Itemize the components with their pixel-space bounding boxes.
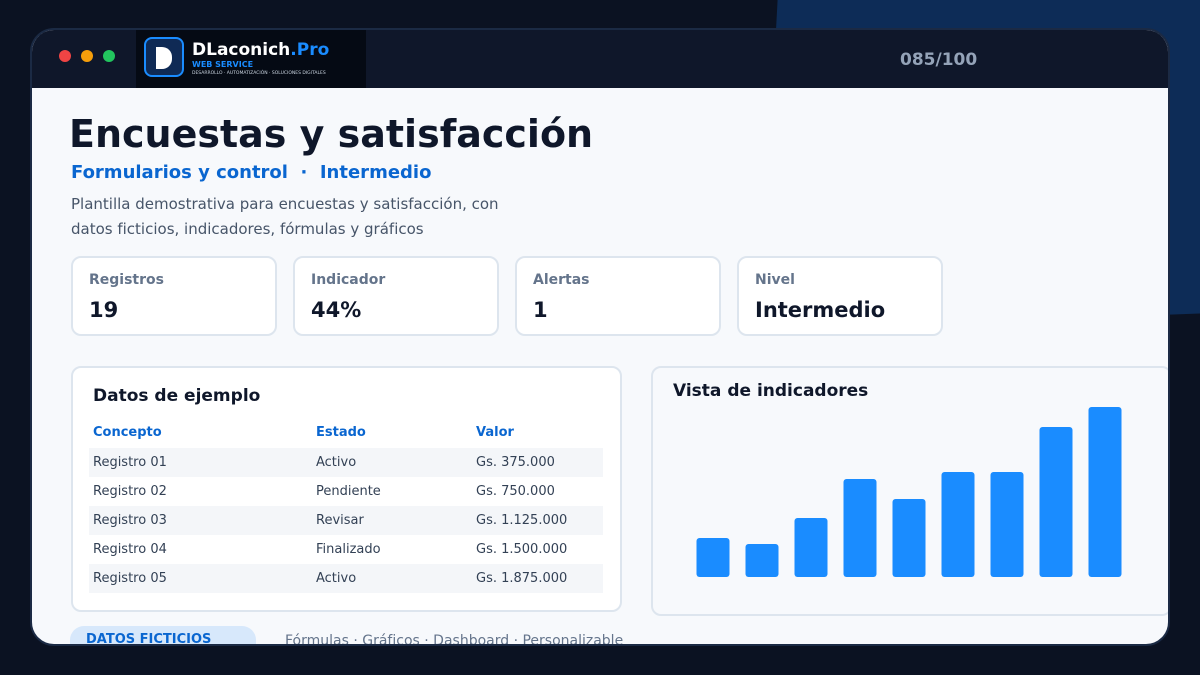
subtitle: Formularios y control · Intermedio (71, 162, 432, 183)
stat-value: Intermedio (755, 298, 886, 322)
bar (745, 544, 779, 577)
table-row: Registro 04 Finalizado Gs. 1.500.000 (89, 535, 603, 564)
bar (843, 479, 877, 577)
table-cell: Registro 01 (93, 455, 167, 470)
bar (892, 499, 926, 577)
data-table: Concepto Estado Valor Registro 01 Activo Gs. … (89, 416, 603, 593)
bar (1088, 407, 1122, 577)
title-bar: DLaconich.Pro WEB SERVICE DESARROLLO · A… (32, 30, 1168, 88)
footer-tags: Fórmulas · Gráficos · Dashboard · Person… (285, 633, 624, 646)
stat-card: Alertas 1 (515, 256, 721, 336)
table-cell: Gs. 1.500.000 (476, 542, 568, 557)
table-cell: Registro 03 (93, 513, 167, 528)
table-cell: Gs. 375.000 (476, 455, 555, 470)
brand: DLaconich.Pro (192, 40, 329, 60)
counter: 085/100 (900, 50, 978, 70)
table-row: Registro 05 Activo Gs. 1.875.000 (89, 564, 603, 593)
table-card: Datos de ejemplo Concepto Estado Valor Regi… (71, 366, 622, 612)
close-button[interactable] (59, 50, 71, 62)
stat-value: 19 (89, 298, 119, 322)
table-row: Registro 02 Pendiente Gs. 750.000 (89, 477, 603, 506)
stat-label: Alertas (533, 272, 590, 288)
chart-card: Vista de indicadores (651, 366, 1168, 616)
stat-label: Registros (89, 272, 164, 288)
table-cell: Activo (316, 571, 357, 586)
table-cell: Registro 05 (93, 571, 167, 586)
page-title: Encuestas y satisfacción (69, 112, 594, 156)
brand-name: DLaconich (192, 40, 291, 60)
column-header: Concepto (93, 424, 162, 440)
column-header: Valor (476, 424, 514, 440)
bar (990, 472, 1024, 577)
column-header: Estado (316, 424, 366, 440)
table-title: Datos de ejemplo (93, 386, 261, 406)
window: DLaconich.Pro WEB SERVICE DESARROLLO · A… (30, 28, 1170, 646)
table-cell: Gs. 750.000 (476, 484, 555, 499)
chart-title: Vista de indicadores (673, 381, 869, 401)
badge: DATOS FICTICIOS (70, 626, 256, 644)
table-cell: Gs. 1.125.000 (476, 513, 568, 528)
bar (794, 518, 828, 577)
table-cell: Finalizado (316, 542, 381, 557)
table-cell: Registro 04 (93, 542, 167, 557)
stat-card: Indicador 44% (293, 256, 499, 336)
description-line: datos ficticios, indicadores, fórmulas y… (71, 220, 424, 238)
logo-glyph (156, 47, 172, 69)
stat-card: Nivel Intermedio (737, 256, 943, 336)
logo-icon (144, 37, 184, 77)
bar (1039, 427, 1073, 577)
stat-value: 44% (311, 298, 362, 322)
minimize-button[interactable] (81, 50, 93, 62)
table-cell: Revisar (316, 513, 364, 528)
table-row: Registro 03 Revisar Gs. 1.125.000 (89, 506, 603, 535)
maximize-button[interactable] (103, 50, 115, 62)
bar (941, 472, 975, 577)
table-row: Registro 01 Activo Gs. 375.000 (89, 448, 603, 477)
table-cell: Registro 02 (93, 484, 167, 499)
table-header: Concepto Estado Valor (89, 416, 603, 448)
stat-card: Registros 19 (71, 256, 277, 336)
chart (696, 407, 1122, 577)
table-cell: Pendiente (316, 484, 381, 499)
description-line: Plantilla demostrativa para encuestas y … (71, 195, 499, 213)
logo: DLaconich.Pro WEB SERVICE DESARROLLO · A… (136, 30, 366, 88)
table-cell: Activo (316, 455, 357, 470)
bar (696, 538, 730, 577)
stat-value: 1 (533, 298, 548, 322)
brand-tagline: DESARROLLO · AUTOMATIZACIÓN · SOLUCIONES… (192, 71, 326, 76)
stat-label: Nivel (755, 272, 795, 288)
brand-sub: WEB SERVICE (192, 60, 254, 69)
stat-label: Indicador (311, 272, 386, 288)
brand-suffix: .Pro (290, 40, 330, 60)
table-cell: Gs. 1.875.000 (476, 571, 568, 586)
